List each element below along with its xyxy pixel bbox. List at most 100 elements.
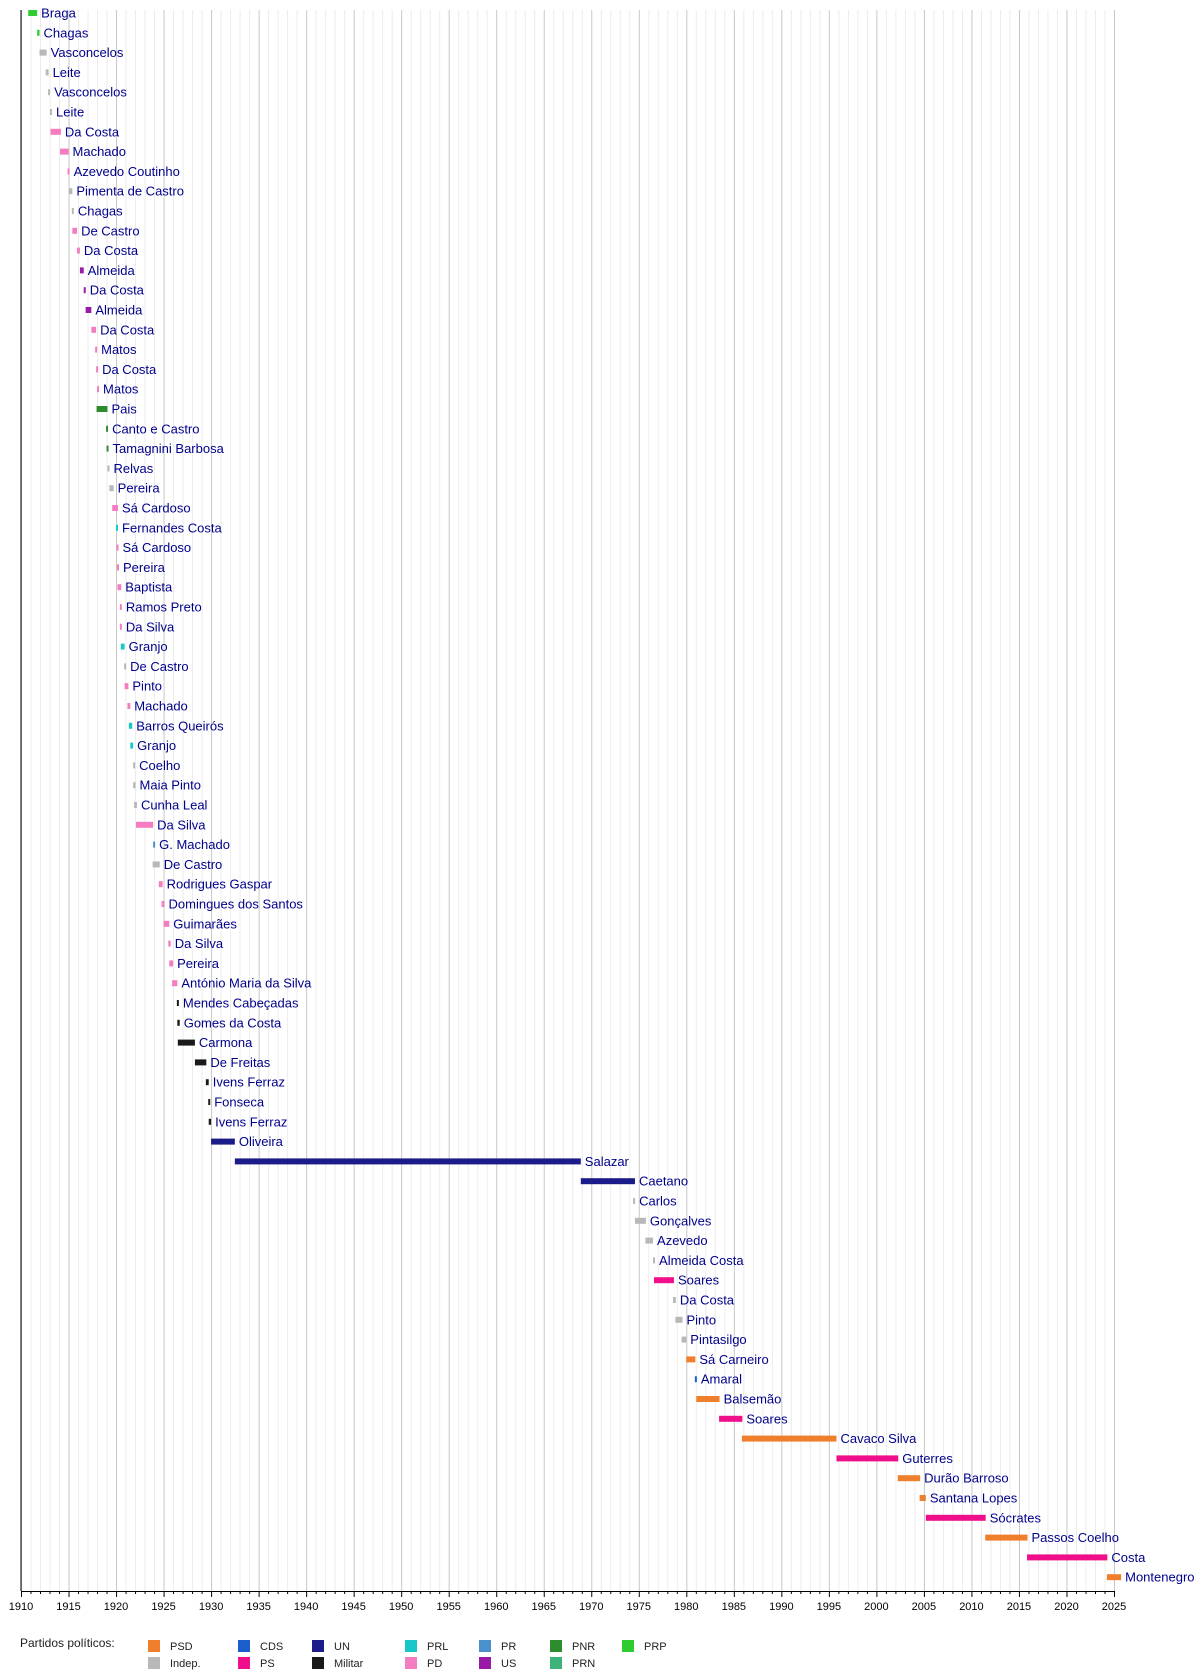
pm-label: Maia Pinto	[140, 778, 201, 793]
bars: Braga Chagas Vasconcelos Leite Vasconcelos Le…	[28, 6, 1195, 1585]
term-bar	[130, 742, 134, 749]
term-bar	[91, 326, 97, 333]
term-bar	[116, 524, 119, 531]
term-bar	[634, 1217, 646, 1224]
term-bar	[120, 643, 125, 650]
term-bar	[48, 89, 51, 96]
term-bar	[168, 940, 171, 947]
pm-label: Soares	[678, 1273, 720, 1288]
gridlines	[21, 10, 1115, 1591]
term-bar	[158, 881, 163, 888]
legend-swatch	[550, 1657, 562, 1669]
legend-swatch	[405, 1657, 417, 1669]
term-bar	[119, 604, 122, 610]
term-bar	[208, 1118, 212, 1125]
pm-label: Guimarães	[173, 916, 237, 931]
legend-label: PNR	[572, 1641, 595, 1653]
term-bar	[128, 722, 133, 729]
pm-label: Sócrates	[990, 1510, 1042, 1525]
pm-label: Azevedo Coutinho	[74, 164, 180, 179]
legend-swatch	[148, 1640, 160, 1652]
pm-label: De Castro	[81, 223, 140, 238]
term-bar	[112, 505, 118, 511]
pm-label: Machado	[134, 699, 187, 714]
pm-label: Balsemão	[724, 1392, 782, 1407]
pm-label: Pereira	[177, 956, 220, 971]
legend: Partidos políticos: PSD Indep. CDS PS UN Mili…	[20, 1636, 667, 1670]
x-tick-label: 1950	[389, 1601, 413, 1613]
pm-label: Cunha Leal	[141, 798, 208, 813]
x-tick-label: 1925	[151, 1601, 175, 1613]
x-tick-label: 2015	[1007, 1601, 1031, 1613]
legend-swatch	[622, 1640, 634, 1652]
x-tick-label: 2005	[912, 1601, 936, 1613]
pm-label: Pintasilgo	[690, 1332, 746, 1347]
x-tick-label: 1970	[579, 1601, 603, 1613]
pm-label: Carmona	[199, 1035, 253, 1050]
term-bar	[633, 1198, 636, 1204]
term-bar	[37, 29, 40, 36]
term-bar	[67, 168, 70, 175]
legend-label: PR	[501, 1641, 516, 1653]
x-tick-label: 2020	[1054, 1601, 1078, 1613]
term-bar	[741, 1435, 837, 1442]
term-bar	[79, 267, 84, 274]
term-bar	[681, 1336, 687, 1343]
legend-swatch	[550, 1640, 562, 1652]
term-bar	[106, 425, 109, 432]
pm-label: Guterres	[902, 1451, 953, 1466]
x-tick-label: 1940	[294, 1601, 318, 1613]
term-bar	[897, 1475, 921, 1482]
pm-label: Cavaco Silva	[840, 1431, 917, 1446]
term-bar	[136, 821, 154, 828]
term-bar	[96, 406, 108, 412]
term-bar	[169, 960, 174, 967]
pm-label: Chagas	[78, 204, 123, 219]
pm-label: De Castro	[164, 857, 223, 872]
term-bar	[686, 1356, 696, 1363]
pm-label: Sá Cardoso	[122, 501, 191, 516]
pm-label: Durão Barroso	[924, 1471, 1009, 1486]
legend-label: Indep.	[170, 1658, 201, 1670]
term-bar	[59, 148, 69, 155]
x-tick-label: 1965	[531, 1601, 555, 1613]
pm-label: Ivens Ferraz	[213, 1075, 285, 1090]
term-bar	[127, 703, 131, 709]
legend-swatch	[312, 1657, 324, 1669]
x-tick-label: 1975	[627, 1601, 651, 1613]
term-bar	[234, 1158, 581, 1165]
term-bar	[153, 841, 156, 848]
pm-label: Santana Lopes	[930, 1491, 1018, 1506]
term-bar	[124, 663, 127, 670]
term-bar	[177, 1039, 195, 1046]
pm-label: Da Costa	[90, 283, 145, 298]
x-tick-label: 1915	[56, 1601, 80, 1613]
pm-label: Da Costa	[100, 322, 155, 337]
pm-label: De Freitas	[210, 1055, 270, 1070]
term-bar	[97, 386, 100, 393]
term-bar	[117, 584, 122, 591]
pm-label: Pinto	[687, 1312, 717, 1327]
legend-title: Partidos políticos:	[20, 1636, 115, 1650]
legend-swatch	[479, 1640, 491, 1652]
term-bar	[85, 307, 92, 313]
term-bar	[653, 1257, 656, 1264]
x-tick-label: 1935	[246, 1601, 270, 1613]
term-bar	[985, 1534, 1028, 1541]
term-bar	[696, 1396, 720, 1402]
term-bar	[134, 802, 137, 808]
legend-swatch	[405, 1640, 417, 1652]
pm-label: Almeida Costa	[659, 1253, 744, 1268]
pm-label: Fonseca	[214, 1095, 265, 1110]
pm-label: Chagas	[44, 25, 89, 40]
pm-label: Barros Queirós	[136, 718, 224, 733]
pm-label: Sá Cardoso	[123, 540, 192, 555]
term-bar	[694, 1376, 697, 1383]
term-bar	[645, 1237, 654, 1244]
pm-label: Almeida	[95, 303, 143, 318]
legend-label: PRN	[572, 1658, 595, 1670]
x-tick-label: 1990	[769, 1601, 793, 1613]
x-tick-label: 2010	[959, 1601, 983, 1613]
term-bar	[95, 346, 98, 353]
